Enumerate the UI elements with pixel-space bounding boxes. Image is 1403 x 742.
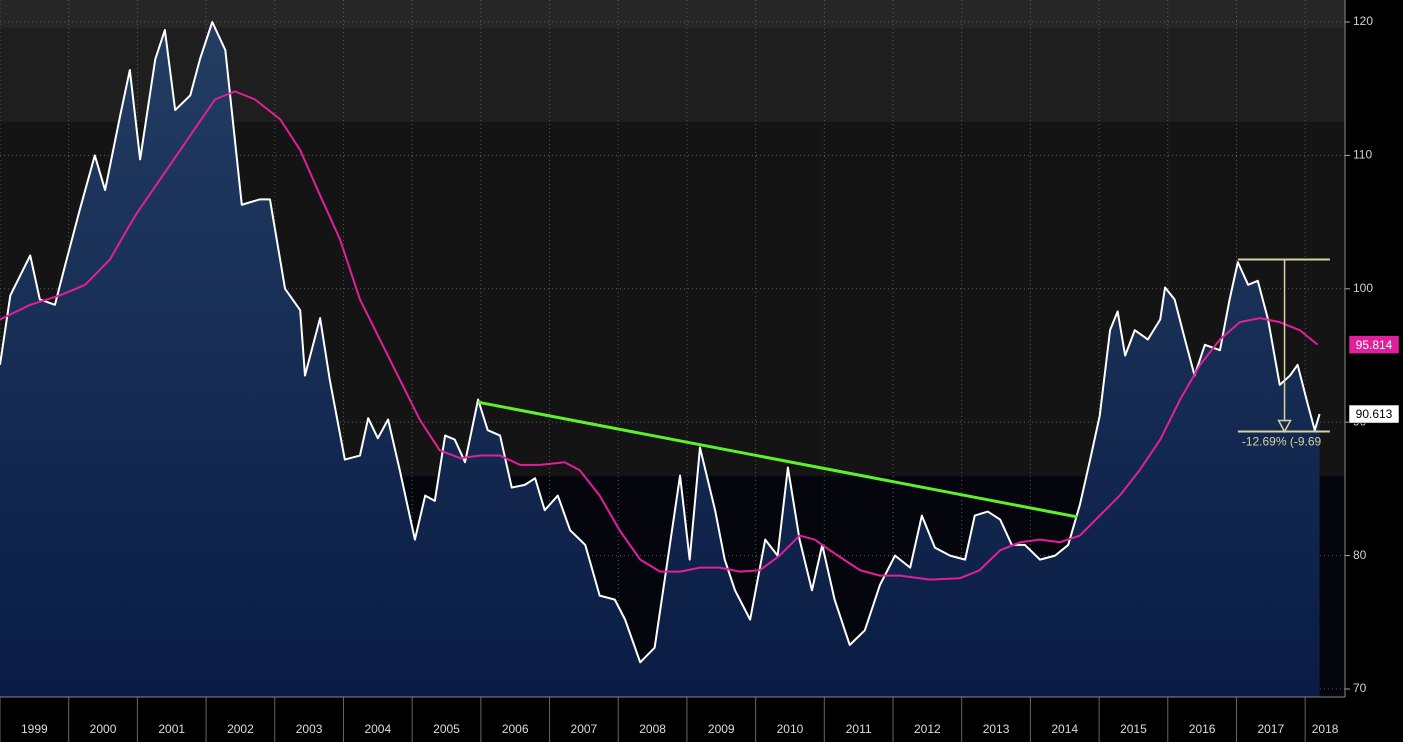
x-tick-label: 2010 xyxy=(777,722,804,736)
last-value-label: 90.613 xyxy=(1356,407,1393,421)
line xyxy=(0,21,1321,664)
y-tick-label: 120 xyxy=(1353,14,1373,28)
x-tick-label: 2000 xyxy=(90,722,117,736)
last-value-box xyxy=(1348,404,1400,424)
x-tick-label: 2016 xyxy=(1189,722,1216,736)
drawdown-label: -12.69% (-9.69 xyxy=(1242,435,1322,449)
drawdown-arrowhead xyxy=(1277,419,1292,434)
drawdown-label-group: -12.69% (-9.69 xyxy=(1242,435,1322,449)
x-tick-label: 2004 xyxy=(364,722,391,736)
background-band xyxy=(0,0,1345,28)
y-tick-label: 80 xyxy=(1353,548,1367,562)
x-tick-label: 1999 xyxy=(21,722,48,736)
y-tick-label: 100 xyxy=(1353,281,1373,295)
x-tick-label: 2006 xyxy=(502,722,529,736)
x-tick-label: 2005 xyxy=(433,722,460,736)
last-value-label: 95.814 xyxy=(1356,338,1393,352)
x-tick-label: 2002 xyxy=(227,722,254,736)
x-tick-label: 2001 xyxy=(158,722,185,736)
y-tick-label: 110 xyxy=(1353,148,1372,162)
x-tick-label: 2017 xyxy=(1257,722,1284,736)
area xyxy=(0,22,1320,697)
x-tick-label: 2018 xyxy=(1312,722,1339,736)
x-tick-label: 2009 xyxy=(708,722,735,736)
plot-area xyxy=(0,0,1345,697)
x-tick-label: 2007 xyxy=(571,722,598,736)
y-tick-label: 70 xyxy=(1353,681,1367,695)
x-tick-label: 2013 xyxy=(983,722,1010,736)
x-tick-label: 2011 xyxy=(846,722,872,736)
trendline xyxy=(477,400,1078,519)
last-value-box xyxy=(1348,335,1400,354)
x-tick-label: 2008 xyxy=(639,722,666,736)
x-tick-label: 2015 xyxy=(1120,722,1147,736)
x-tick-label: 2014 xyxy=(1051,722,1078,736)
line xyxy=(0,90,1319,581)
x-tick-label: 2012 xyxy=(914,722,941,736)
axes: 7080901001101201999200020012002200320042… xyxy=(0,14,1373,742)
x-tick-label: 2003 xyxy=(296,722,323,736)
